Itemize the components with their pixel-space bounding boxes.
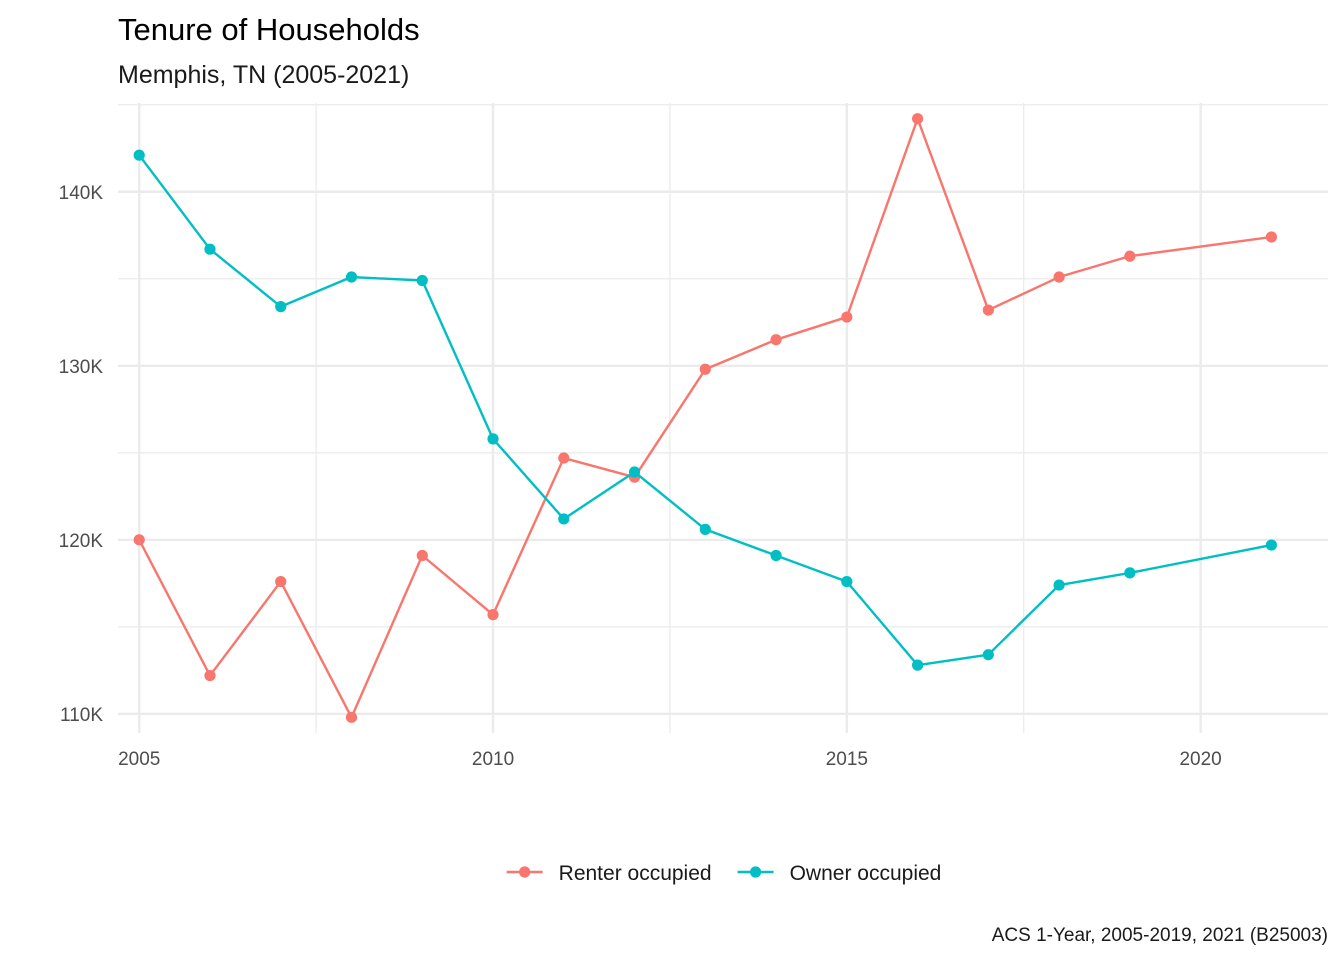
legend: Renter occupied Owner occupied (506, 862, 942, 885)
x-tick-label: 2005 (118, 749, 160, 770)
y-tick-label: 120K (59, 531, 104, 552)
data-point-renter-occupied (841, 311, 853, 323)
data-point-renter-occupied (982, 304, 994, 316)
data-point-owner-occupied (275, 301, 287, 313)
data-point-renter-occupied (275, 575, 287, 588)
data-point-renter-occupied (770, 334, 782, 346)
data-point-renter-occupied (416, 549, 428, 562)
data-point-owner-occupied (628, 466, 641, 478)
data-point-renter-occupied (911, 113, 924, 125)
chart-caption: ACS 1-Year, 2005-2019, 2021 (B25003) (992, 925, 1328, 946)
data-point-owner-occupied (416, 274, 428, 287)
data-point-owner-occupied (1265, 539, 1277, 551)
data-point-renter-occupied (345, 711, 358, 723)
data-point-owner-occupied (841, 575, 853, 588)
data-point-renter-occupied (1265, 231, 1277, 243)
data-point-renter-occupied (133, 534, 145, 546)
data-point-renter-occupied (1053, 271, 1065, 283)
legend-label: Renter occupied (559, 862, 712, 885)
legend-key-point-owner-occupied (749, 866, 762, 878)
legend-label: Owner occupied (790, 862, 942, 885)
data-point-owner-occupied (345, 271, 358, 283)
x-tick-label: 2010 (472, 749, 514, 770)
data-point-owner-occupied (911, 659, 924, 671)
data-point-owner-occupied (1124, 567, 1136, 579)
data-point-renter-occupied (558, 452, 570, 464)
series-line-owner-occupied (138, 154, 1272, 667)
data-point-owner-occupied (133, 149, 145, 161)
x-tick-label: 2020 (1179, 749, 1221, 770)
data-point-renter-occupied (204, 669, 216, 682)
data-point-owner-occupied (558, 513, 570, 525)
data-point-owner-occupied (487, 433, 499, 445)
chart-title: Tenure of Households (118, 12, 420, 47)
data-point-owner-occupied (982, 649, 994, 661)
series-line-renter-occupied (138, 117, 1272, 719)
y-tick-label: 140K (59, 183, 104, 204)
y-tick-label: 130K (59, 357, 104, 378)
data-point-renter-occupied (1124, 250, 1136, 262)
data-point-owner-occupied (699, 523, 711, 535)
chart-subtitle: Memphis, TN (2005-2021) (118, 61, 409, 89)
legend-key-point-renter-occupied (519, 866, 531, 878)
data-point-owner-occupied (1053, 579, 1065, 591)
data-point-renter-occupied (699, 363, 711, 375)
y-tick-label: 110K (60, 705, 103, 726)
plot-panel: 110K 120K 130K 140K 2005 2010 2015 2020 (59, 103, 1328, 770)
x-tick-label: 2015 (826, 749, 868, 770)
data-point-owner-occupied (770, 549, 782, 562)
data-point-renter-occupied (487, 609, 499, 621)
data-point-owner-occupied (204, 243, 216, 255)
